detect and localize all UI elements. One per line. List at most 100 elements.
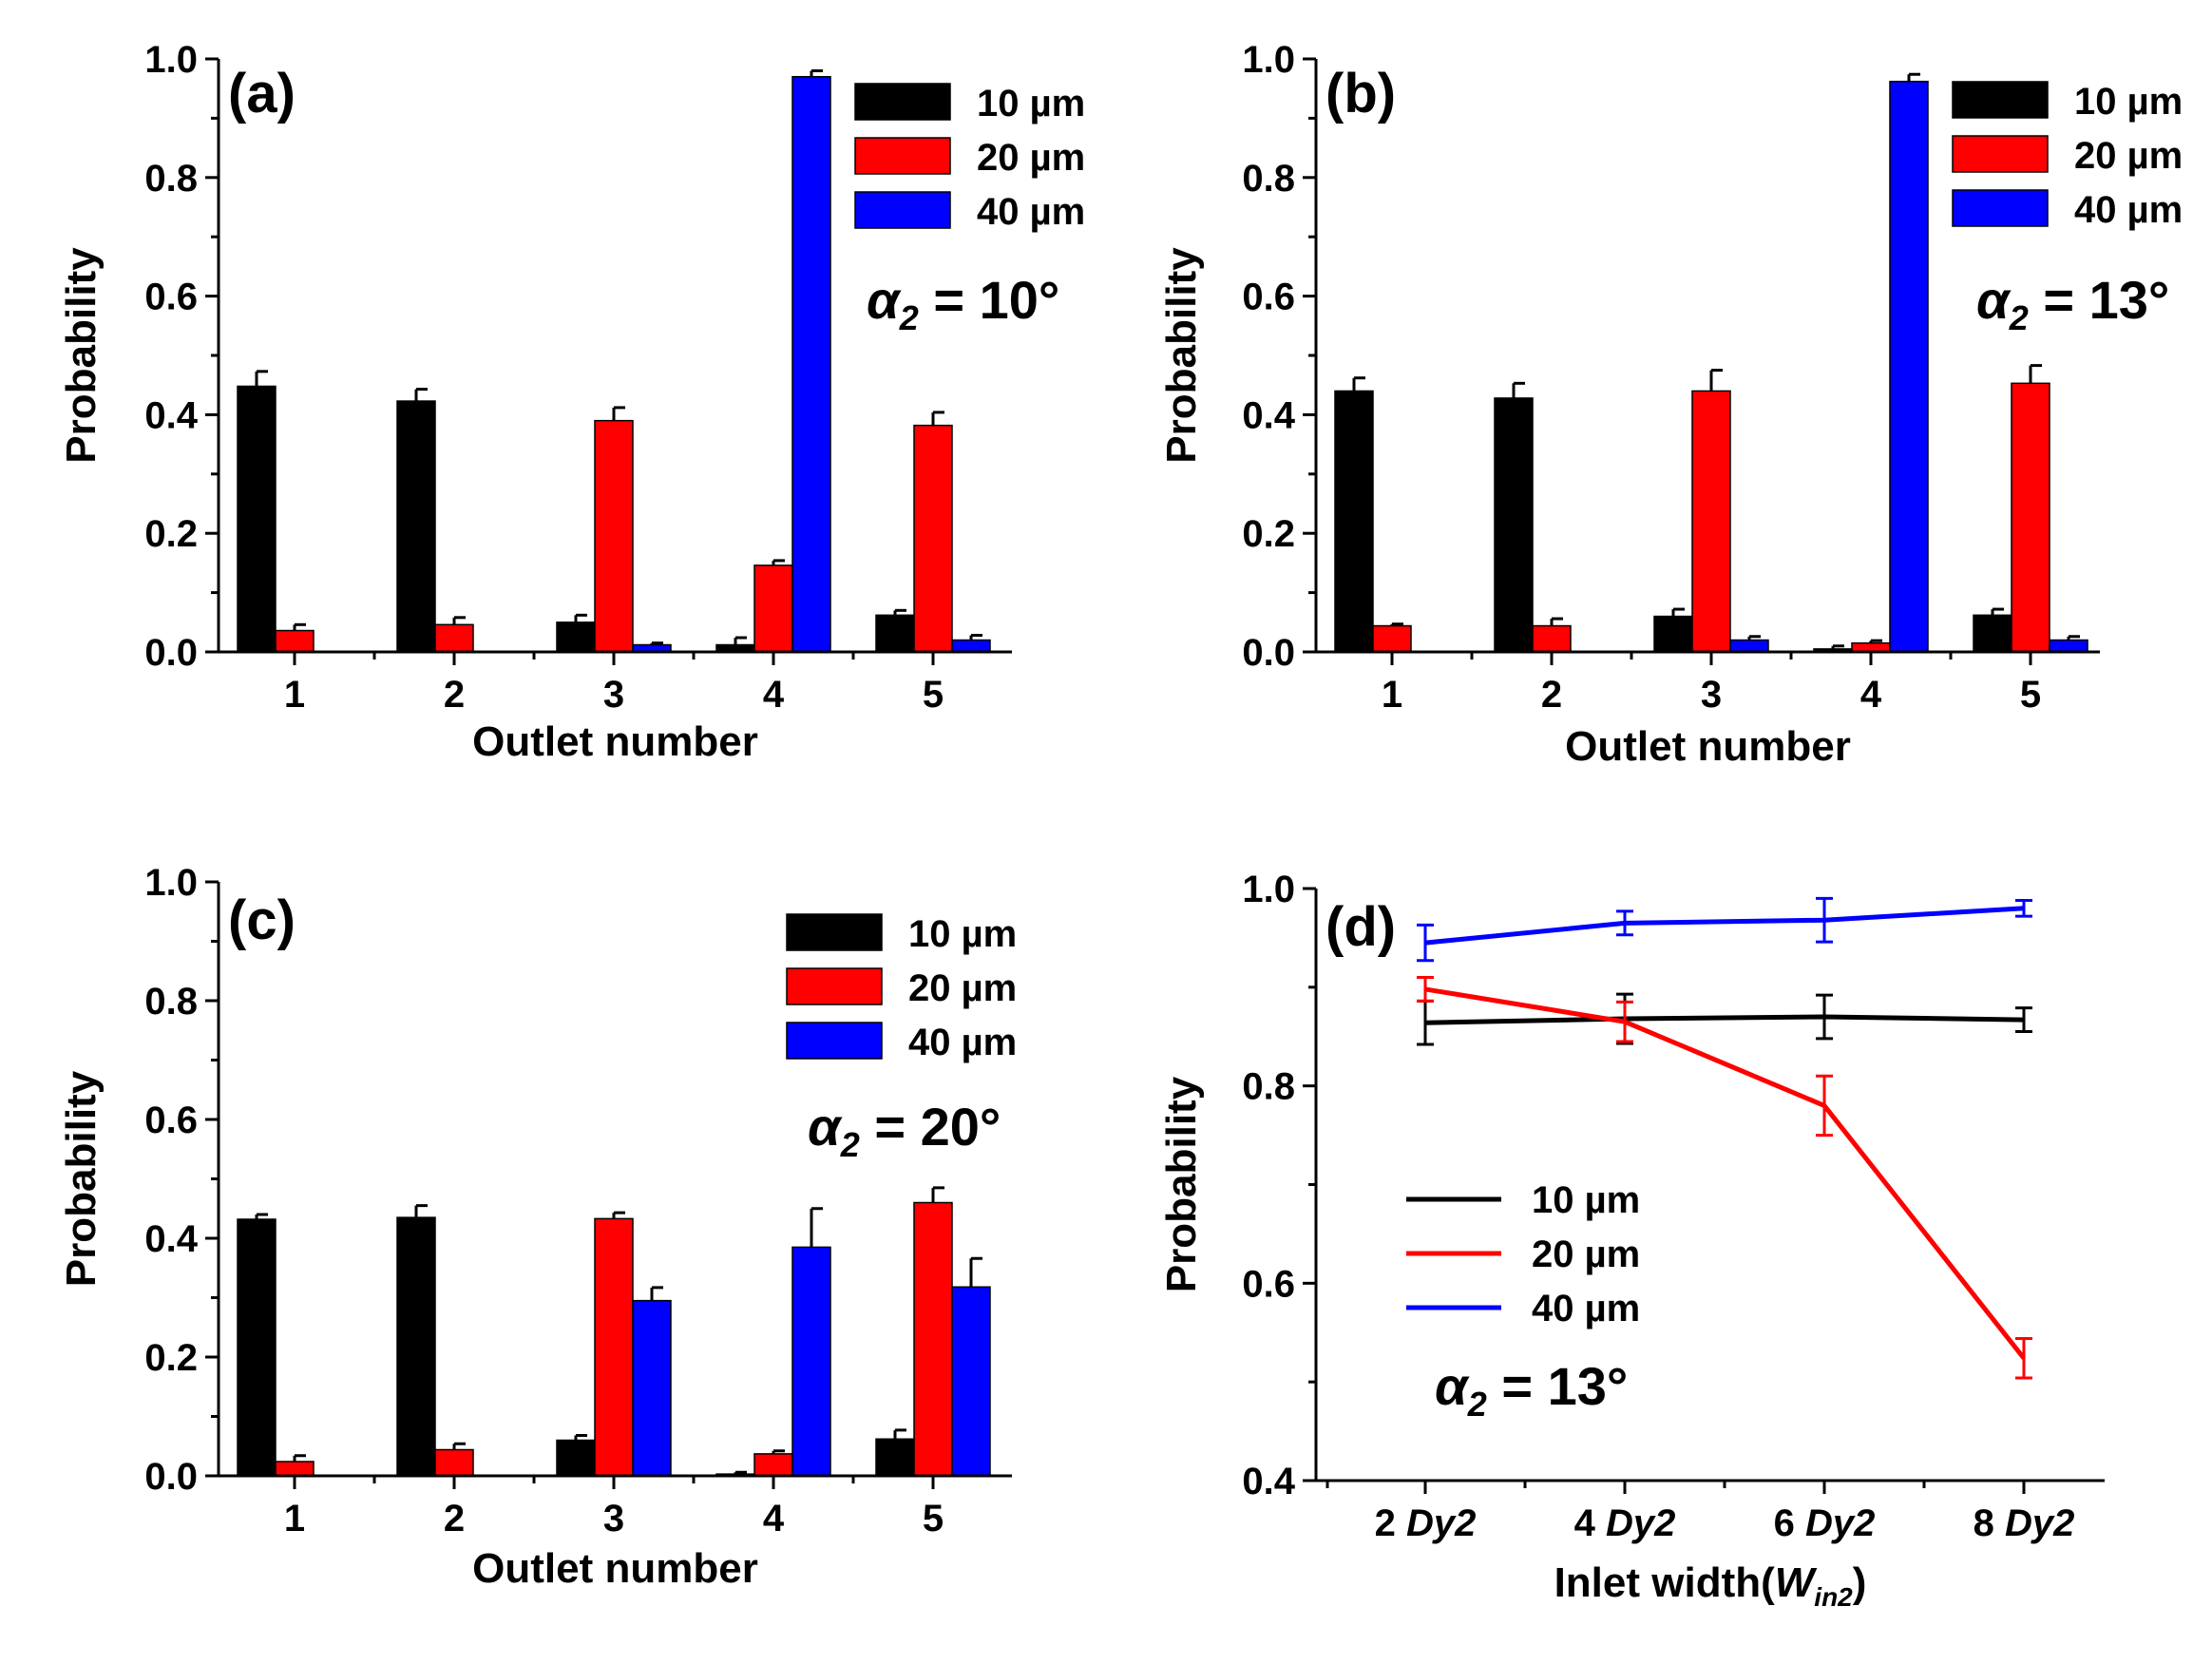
alpha-subscript: 2 <box>899 298 919 337</box>
x-axis-title-close: ) <box>1853 1559 1867 1606</box>
alpha-symbol: α <box>1976 270 2012 330</box>
alpha-annotation: α2 = 13° <box>1976 270 2169 337</box>
legend-label: 10 µm <box>908 913 1017 955</box>
bar <box>1372 624 1412 653</box>
x-tick-number: 8 <box>1974 1502 2005 1544</box>
y-tick-label: 0.0 <box>144 632 198 674</box>
bar <box>594 419 634 653</box>
legend-label: 20 µm <box>1532 1234 1640 1275</box>
legend-label: 20 µm <box>908 967 1017 1009</box>
y-tick-label: 0.6 <box>1242 1263 1295 1305</box>
legend-swatch <box>786 967 883 1005</box>
y-tick-label: 0.8 <box>144 158 198 200</box>
y-tick-label: 1.0 <box>1242 39 1295 81</box>
series-line <box>1424 1014 2025 1025</box>
bar <box>1494 397 1534 653</box>
y-tick-label: 0.4 <box>1242 1461 1295 1502</box>
panel-a: 0.0 0.2 0.4 0.6 0.8 1.0 1 2 3 4 5 Probability Outlet… <box>58 39 1085 765</box>
alpha-symbol: α <box>808 1097 843 1157</box>
y-tick-label: 1.0 <box>144 862 198 904</box>
legend: 10 µm 20 µm 40 µm <box>1952 81 2183 231</box>
alpha-annotation: α2 = 10° <box>867 270 1059 337</box>
x-tick-label: 5 <box>2020 674 2041 716</box>
bar <box>2049 639 2088 653</box>
bar <box>791 75 831 653</box>
bar <box>913 424 953 653</box>
panel-label: (a) <box>228 63 296 124</box>
y-tick-label: 0.2 <box>144 1337 198 1379</box>
bar <box>753 564 793 653</box>
bar <box>556 1439 596 1477</box>
x-axis-title-subscript: in2 <box>1814 1582 1853 1612</box>
alpha-subscript: 2 <box>1467 1385 1487 1424</box>
x-tick-label: 3 <box>603 674 624 716</box>
x-tick-variable: Dy2 <box>1805 1502 1875 1544</box>
bar <box>556 622 596 653</box>
alpha-annotation: α2 = 13° <box>1435 1356 1628 1424</box>
x-tick-variable: Dy2 <box>1606 1502 1675 1544</box>
panel-label: (b) <box>1325 63 1396 124</box>
y-axis-title: Probability <box>1158 247 1205 464</box>
x-axis-title: Outlet number <box>1565 723 1851 770</box>
bar <box>913 1201 953 1477</box>
legend-label: 40 µm <box>1532 1288 1640 1329</box>
alpha-value: = 13° <box>2029 270 2170 330</box>
bar <box>396 1216 436 1477</box>
alpha-symbol: α <box>1435 1356 1470 1416</box>
x-tick-label: 4 <box>763 1498 785 1540</box>
x-tick-label: 2 <box>444 674 465 716</box>
x-tick-label: 4 Dy2 <box>1574 1502 1676 1544</box>
alpha-symbol: α <box>867 270 902 330</box>
x-axis-title-variable: W <box>1775 1559 1818 1606</box>
x-tick-label: 2 Dy2 <box>1375 1502 1477 1544</box>
x-tick-label: 3 <box>603 1498 624 1540</box>
x-axis-title: Outlet number <box>472 718 758 765</box>
y-axis-title: Probability <box>58 247 105 464</box>
x-tick-number: 2 <box>1375 1502 1406 1544</box>
legend-label: 40 µm <box>977 191 1085 233</box>
legend-swatch <box>854 137 951 175</box>
bar <box>434 1448 474 1477</box>
series-line <box>1424 986 2026 1360</box>
legend-label: 10 µm <box>2074 81 2183 123</box>
bar <box>951 639 991 653</box>
bar <box>875 1438 915 1477</box>
bar <box>951 1286 991 1477</box>
bar <box>1691 390 1731 653</box>
legend-label: 20 µm <box>977 137 1085 179</box>
legend-label: 40 µm <box>908 1022 1017 1063</box>
x-tick-number: 6 <box>1774 1502 1805 1544</box>
y-tick-label: 0.6 <box>144 1100 198 1141</box>
x-axis-title: Inlet width(Win2) <box>1554 1559 1867 1612</box>
legend-label: 20 µm <box>2074 135 2183 177</box>
x-tick-label: 6 Dy2 <box>1774 1502 1876 1544</box>
x-tick-number: 4 <box>1574 1502 1606 1544</box>
bar <box>434 623 474 653</box>
y-axis-title: Probability <box>58 1070 105 1287</box>
x-tick-label: 4 <box>763 674 785 716</box>
bar <box>1889 80 1929 653</box>
x-tick-label: 3 <box>1701 674 1722 716</box>
x-tick-label: 4 <box>1860 674 1882 716</box>
alpha-value: = 13° <box>1487 1356 1629 1416</box>
y-tick-label: 0.4 <box>1242 394 1295 436</box>
alpha-value: = 10° <box>919 270 1060 330</box>
legend-swatch <box>854 83 951 121</box>
x-tick-label: 1 <box>1382 674 1402 716</box>
legend-label: 10 µm <box>977 83 1085 124</box>
alpha-subscript: 2 <box>2009 298 2029 337</box>
bar <box>632 1299 672 1477</box>
y-tick-label: 0.6 <box>144 277 198 318</box>
panel-c: 0.0 0.2 0.4 0.6 0.8 1.0 1 2 3 4 5 Probability Outlet… <box>58 862 1017 1592</box>
legend-label: 40 µm <box>2074 189 2183 231</box>
bar <box>275 629 315 653</box>
panel-d: 0.40.60.81.02 Dy2 4 Dy2 6 Dy2 8 Dy2Probabil… <box>1158 869 2105 1612</box>
panel-label: (c) <box>228 889 296 951</box>
legend-swatch <box>1952 189 2049 227</box>
y-tick-label: 0.4 <box>144 394 198 436</box>
panel-label: (d) <box>1325 896 1396 958</box>
x-axis-title: Outlet number <box>472 1545 758 1592</box>
x-tick-label: 2 <box>1541 674 1562 716</box>
x-tick-label: 8 Dy2 <box>1974 1502 2075 1544</box>
